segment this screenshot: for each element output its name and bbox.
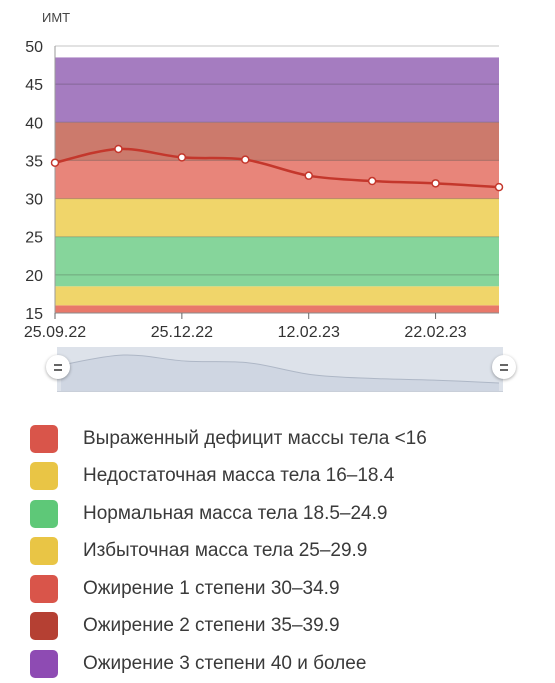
legend-swatch xyxy=(30,462,58,491)
y-tick-label: 40 xyxy=(25,115,43,132)
legend-label: Выраженный дефицит массы тела <16 xyxy=(83,427,427,449)
bmi-band xyxy=(55,160,499,199)
legend: Выраженный дефицит массы тела <16 Недост… xyxy=(30,420,545,683)
data-point xyxy=(304,171,313,180)
bmi-band xyxy=(55,305,499,313)
navigator-area xyxy=(61,354,499,391)
bmi-band xyxy=(55,236,499,287)
y-tick-label: 15 xyxy=(25,306,43,323)
y-tick-label: 45 xyxy=(25,77,43,94)
grip-icon xyxy=(500,363,508,371)
data-point xyxy=(494,182,504,192)
legend-label: Избыточная масса тела 25–29.9 xyxy=(83,540,368,562)
data-point xyxy=(114,144,123,154)
y-axis-title: ИМТ xyxy=(42,10,70,25)
bmi-band xyxy=(55,57,499,123)
legend-label: Нормальная масса тела 18.5–24.9 xyxy=(83,502,388,524)
navigator-line xyxy=(60,354,500,384)
legend-swatch xyxy=(30,424,58,453)
grip-icon xyxy=(54,363,62,371)
navigator-track[interactable] xyxy=(57,347,503,392)
legend-label: Ожирение 3 степени 40 и более xyxy=(83,652,367,674)
data-point xyxy=(431,179,440,188)
legend-label: Ожирение 2 степени 35–39.9 xyxy=(83,615,340,637)
x-tick-label: 25.09.22 xyxy=(24,324,86,341)
bmi-band xyxy=(55,122,499,161)
legend-item: Выраженный дефицит массы тела <16 xyxy=(30,420,545,458)
legend-label: Ожирение 1 степени 30–34.9 xyxy=(83,577,340,599)
legend-swatch xyxy=(30,612,58,641)
range-navigator[interactable] xyxy=(46,347,516,393)
legend-swatch xyxy=(30,499,58,528)
bmi-band xyxy=(55,286,499,306)
data-point xyxy=(241,155,250,164)
legend-item: Ожирение 2 степени 35–39.9 xyxy=(30,608,545,646)
y-tick-label: 35 xyxy=(25,153,43,170)
legend-swatch xyxy=(30,649,58,678)
legend-item: Избыточная масса тела 25–29.9 xyxy=(30,533,545,571)
data-point xyxy=(367,176,377,186)
legend-swatch xyxy=(30,574,58,603)
y-tick-label: 50 xyxy=(25,39,43,56)
x-tick-label: 22.02.23 xyxy=(404,324,466,341)
data-point xyxy=(50,158,60,167)
y-tick-label: 20 xyxy=(25,268,43,285)
legend-item: Нормальная масса тела 18.5–24.9 xyxy=(30,495,545,533)
navigator-mini-line xyxy=(60,354,500,391)
y-tick-label: 25 xyxy=(25,230,43,247)
range-handle-left[interactable] xyxy=(46,355,70,379)
bmi-band xyxy=(55,198,499,237)
range-handle-right[interactable] xyxy=(492,355,516,379)
x-tick-label: 12.02.23 xyxy=(278,324,340,341)
x-tick-label: 25.12.22 xyxy=(151,324,213,341)
legend-item: Ожирение 1 степени 30–34.9 xyxy=(30,570,545,608)
data-point xyxy=(177,153,187,162)
legend-item: Недостаточная масса тела 16–18.4 xyxy=(30,458,545,496)
legend-swatch xyxy=(30,537,58,566)
legend-label: Недостаточная масса тела 16–18.4 xyxy=(83,465,395,487)
legend-item: Ожирение 3 степени 40 и более xyxy=(30,645,545,683)
y-tick-label: 30 xyxy=(25,192,43,209)
bmi-chart: ИМТ 15 20 25 30 35 40 45 50 25.09.22 25.12.22 12.… xyxy=(24,10,504,341)
